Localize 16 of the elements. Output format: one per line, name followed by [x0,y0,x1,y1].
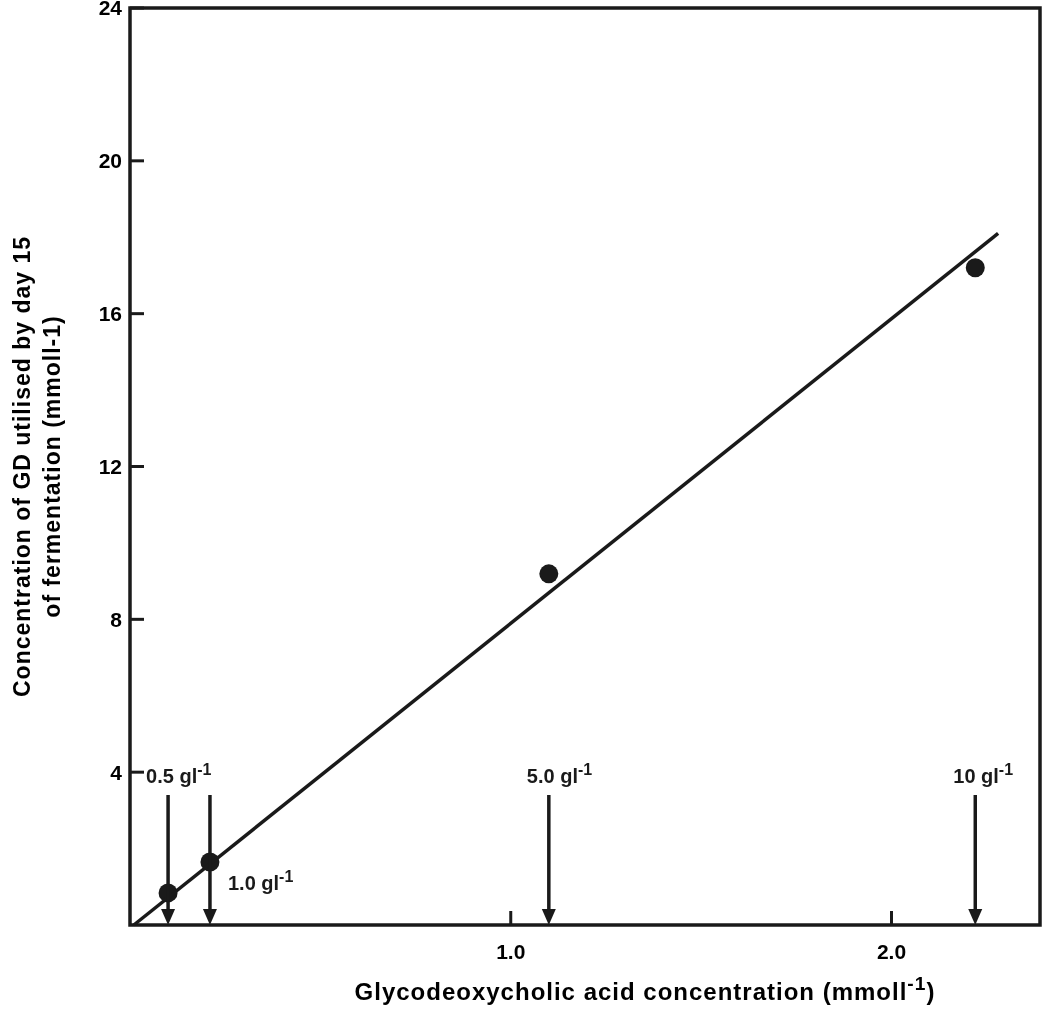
annotation: 10 gl$^{-1}$ [953,760,1014,787]
point [965,258,985,278]
y-tick-label: 20 [98,149,122,173]
y-axis-title: Concentration of GD utilised by day 15 of fermentation (mmoll-1) [9,235,65,698]
y-tick-label: 16 [98,302,122,326]
x-tick-label: 1.0 [496,940,526,963]
point [539,564,559,584]
y-tick-label: 12 [98,454,122,478]
annotation: 0.5 gl$^{-1}$ [146,760,212,787]
x-axis-title: Glycodeoxycholic acid concentration (mmoll$^{-1}$) [354,972,936,1005]
x-tick-label: 2.0 [876,940,907,963]
annotation: 5.0 gl$^{-1}$ [526,760,593,787]
y-tick-label: 4 [110,760,123,784]
annotation: 1.0 gl$^{-1}$ [227,867,294,894]
y-tick-label: 24 [98,0,123,20]
y-tick-label: 8 [110,607,123,631]
